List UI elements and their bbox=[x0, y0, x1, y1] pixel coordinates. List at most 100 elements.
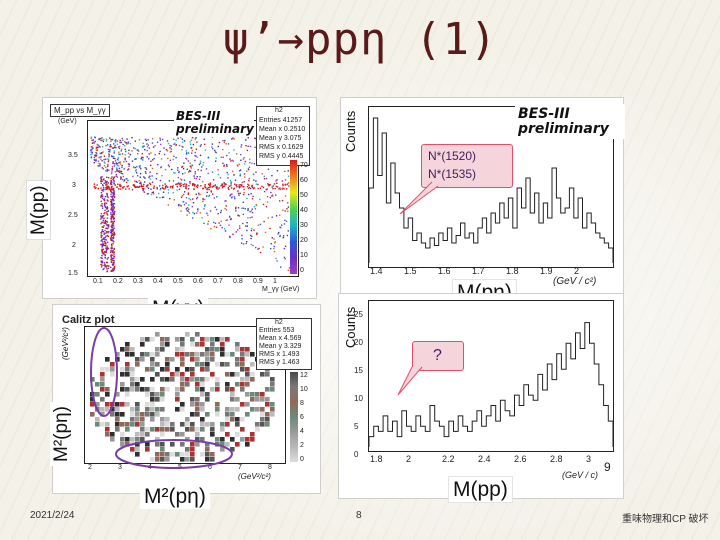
scatter-point bbox=[244, 208, 246, 210]
scatter-point bbox=[153, 157, 155, 160]
dalitz-cell bbox=[95, 382, 100, 387]
scatter-point bbox=[202, 197, 204, 200]
scatter-point bbox=[112, 212, 114, 214]
scatter-point bbox=[246, 229, 248, 232]
scatter-point bbox=[191, 183, 194, 185]
slide-footer-right: 重味物理和CP 破坏 bbox=[622, 514, 709, 525]
dalitz-cell bbox=[200, 352, 205, 357]
z-tick-label: 50 bbox=[300, 192, 308, 199]
scatter-point bbox=[151, 181, 154, 183]
scatter-point bbox=[187, 188, 190, 190]
scatter-point bbox=[145, 139, 147, 142]
scatter-point bbox=[123, 161, 125, 163]
scatter-point bbox=[212, 147, 214, 150]
dalitz-cell bbox=[155, 457, 160, 462]
scatter-point bbox=[153, 185, 155, 187]
scatter-point bbox=[108, 156, 110, 158]
scatter-point bbox=[247, 209, 249, 212]
scatter-point bbox=[107, 210, 109, 213]
scatter-point bbox=[133, 184, 136, 186]
scatter-point bbox=[115, 146, 117, 149]
dalitz-cell bbox=[150, 427, 155, 432]
scatter-point bbox=[181, 138, 184, 140]
dalitz-cell bbox=[120, 382, 125, 387]
scatter-point bbox=[100, 156, 102, 158]
scatter-point bbox=[111, 166, 114, 168]
scatter-point bbox=[103, 240, 106, 243]
scatter-point bbox=[106, 187, 109, 190]
scatter-point bbox=[176, 183, 178, 185]
scatter-point bbox=[103, 212, 105, 215]
scatter-point bbox=[101, 250, 104, 253]
dalitz-cell bbox=[225, 412, 230, 417]
scatter-point bbox=[229, 179, 232, 182]
scatter-point bbox=[106, 185, 108, 187]
dalitz-cell bbox=[235, 382, 240, 387]
dalitz-cell bbox=[225, 337, 230, 342]
dalitz-cell bbox=[160, 377, 165, 382]
scatter-point bbox=[100, 236, 102, 239]
scatter-point bbox=[97, 160, 100, 162]
scatter-point bbox=[101, 139, 103, 141]
scatter-point bbox=[170, 145, 173, 147]
scatter-point bbox=[106, 195, 109, 198]
x-tick-label: 1 bbox=[273, 278, 277, 285]
dalitz-cell bbox=[245, 412, 250, 417]
scatter-point bbox=[239, 192, 241, 194]
dalitz-cell bbox=[145, 432, 150, 437]
dalitz-cell bbox=[160, 397, 165, 402]
scatter-point bbox=[112, 226, 114, 229]
dalitz-cell bbox=[180, 452, 185, 457]
scatter-point bbox=[173, 143, 175, 145]
scatter-point bbox=[206, 191, 208, 194]
scatter-point bbox=[180, 178, 182, 180]
scatter-point bbox=[98, 145, 100, 148]
scatter-point bbox=[93, 154, 96, 156]
scatter-point bbox=[224, 139, 226, 142]
scatter-point bbox=[100, 257, 102, 259]
scatter-point bbox=[112, 228, 114, 231]
scatter-point bbox=[109, 137, 111, 139]
scatter-point bbox=[205, 187, 207, 189]
scatter-point bbox=[209, 182, 212, 184]
scatter-point bbox=[103, 232, 106, 234]
scatter-point bbox=[112, 242, 114, 245]
scatter-point bbox=[181, 195, 184, 197]
scatter-point bbox=[225, 200, 227, 202]
scatter-point bbox=[161, 138, 164, 141]
scatter-point bbox=[142, 142, 144, 144]
scatter-point bbox=[285, 220, 288, 223]
z-tick-label: 10 bbox=[300, 252, 308, 259]
scatter-point bbox=[120, 185, 122, 187]
scatter-point bbox=[281, 188, 283, 190]
scatter-point bbox=[106, 185, 109, 188]
scatter-point bbox=[112, 147, 115, 149]
scatter-point bbox=[183, 162, 185, 164]
scatter-point bbox=[100, 215, 102, 217]
scatter-point bbox=[111, 257, 113, 260]
scatter-point bbox=[101, 254, 103, 257]
scatter-point bbox=[115, 162, 117, 164]
scatter-point bbox=[156, 172, 158, 175]
scatter-point bbox=[96, 149, 99, 151]
scatter-point bbox=[123, 179, 126, 181]
scatter-point bbox=[207, 223, 209, 225]
scatter-point bbox=[103, 203, 106, 205]
dalitz-cell bbox=[170, 442, 175, 447]
scatter-point bbox=[100, 263, 102, 266]
scatter-point bbox=[133, 147, 135, 149]
scatter-point bbox=[127, 179, 129, 182]
mpp-hist bbox=[369, 322, 613, 447]
scatter-point bbox=[200, 169, 202, 172]
dalitz-cell bbox=[175, 367, 180, 372]
scatter-point bbox=[273, 238, 275, 240]
annotation-line1: N*(1520) bbox=[428, 149, 477, 163]
scatter-point bbox=[244, 163, 246, 165]
dalitz-cell bbox=[225, 417, 230, 422]
scatter-point bbox=[156, 186, 158, 189]
scatter-point bbox=[186, 214, 188, 216]
scatter-point bbox=[253, 187, 256, 189]
peta-y-axis-title: Counts bbox=[343, 110, 358, 152]
scatter-point bbox=[284, 245, 287, 247]
scatter-point bbox=[150, 188, 152, 190]
